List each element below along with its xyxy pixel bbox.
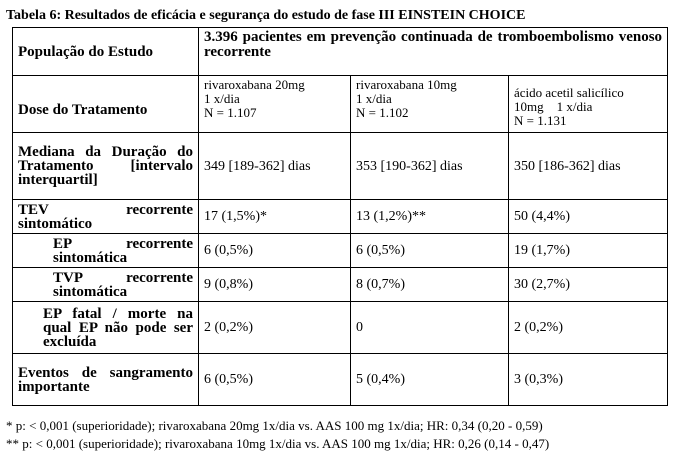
arm-cell: ácido acetil salicílico 10mg 1 x/dia N =… (507, 75, 669, 133)
value-cell: 6 (0,5%) (198, 233, 351, 268)
value-cell: 17 (1,5%)* (198, 199, 351, 234)
footnote-2: ** p: < 0,001 (superioridade); rivaroxab… (6, 436, 550, 451)
footnote-1: * p: < 0,001 (superioridade); rivaroxaba… (6, 418, 543, 433)
value-cell: 13 (1,2%)** (350, 199, 509, 234)
table-row: TEV recorrente sintomático 17 (1,5%)* 13… (12, 199, 669, 234)
value-cell: 3 (0,3%) (507, 353, 669, 406)
value-cell: 19 (1,7%) (507, 233, 669, 268)
value-cell: 9 (0,8%) (198, 267, 351, 302)
arm-name: ácido acetil salicílico (514, 85, 624, 100)
value-cell: 2 (0,2%) (198, 301, 351, 354)
table-row: População do Estudo 3.396 pacientes em p… (12, 27, 669, 76)
table-row: TVP recorrente sintomática 9 (0,8%) 8 (0… (12, 267, 669, 302)
row-label: TVP recorrente sintomática (12, 267, 199, 302)
table-row: EP fatal / morte na qual EP não pode ser… (12, 301, 669, 354)
table-title: Tabela 6: Resultados de eficácia e segur… (6, 8, 526, 23)
row-label: Mediana da Duração do Tratamento [interv… (12, 132, 199, 200)
arm-frequency: 10mg 1 x/dia (514, 99, 593, 114)
arm-frequency: 1 x/dia (356, 91, 392, 106)
row-label: TEV recorrente sintomático (12, 199, 199, 234)
arm-name: rivaroxabana 20mg (204, 77, 305, 92)
row-label: Eventos de sangramento importante (12, 353, 199, 406)
arm-n: N = 1.131 (514, 113, 567, 128)
population-value: 3.396 pacientes em prevenção continuada … (197, 27, 669, 76)
row-label: EP fatal / morte na qual EP não pode ser… (12, 301, 199, 354)
value-cell: 8 (0,7%) (350, 267, 509, 302)
value-cell: 6 (0,5%) (350, 233, 509, 268)
table-row: Dose do Tratamento rivaroxabana 20mg 1 x… (12, 75, 669, 133)
dose-label: Dose do Tratamento (12, 75, 199, 133)
value-cell: 6 (0,5%) (198, 353, 351, 406)
arm-cell: rivaroxabana 10mg 1 x/dia N = 1.102 (350, 75, 509, 133)
arm-n: N = 1.107 (204, 105, 257, 120)
population-label: População do Estudo (12, 27, 199, 76)
row-label: EP recorrente sintomática (12, 233, 199, 268)
table-row: Mediana da Duração do Tratamento [interv… (12, 132, 669, 200)
arm-cell: rivaroxabana 20mg 1 x/dia N = 1.107 (198, 75, 351, 133)
value-cell: 0 (350, 301, 509, 354)
value-cell: 5 (0,4%) (350, 353, 509, 406)
results-table: População do Estudo 3.396 pacientes em p… (12, 27, 669, 406)
value-cell: 30 (2,7%) (507, 267, 669, 302)
table-row: Eventos de sangramento importante 6 (0,5… (12, 353, 669, 406)
value-cell: 349 [189-362] dias (198, 132, 351, 200)
arm-n: N = 1.102 (356, 105, 409, 120)
arm-frequency: 1 x/dia (204, 91, 240, 106)
table-row: EP recorrente sintomática 6 (0,5%) 6 (0,… (12, 233, 669, 268)
value-cell: 350 [186-362] dias (507, 132, 669, 200)
value-cell: 353 [190-362] dias (350, 132, 509, 200)
value-cell: 50 (4,4%) (507, 199, 669, 234)
arm-name: rivaroxabana 10mg (356, 77, 457, 92)
value-cell: 2 (0,2%) (507, 301, 669, 354)
